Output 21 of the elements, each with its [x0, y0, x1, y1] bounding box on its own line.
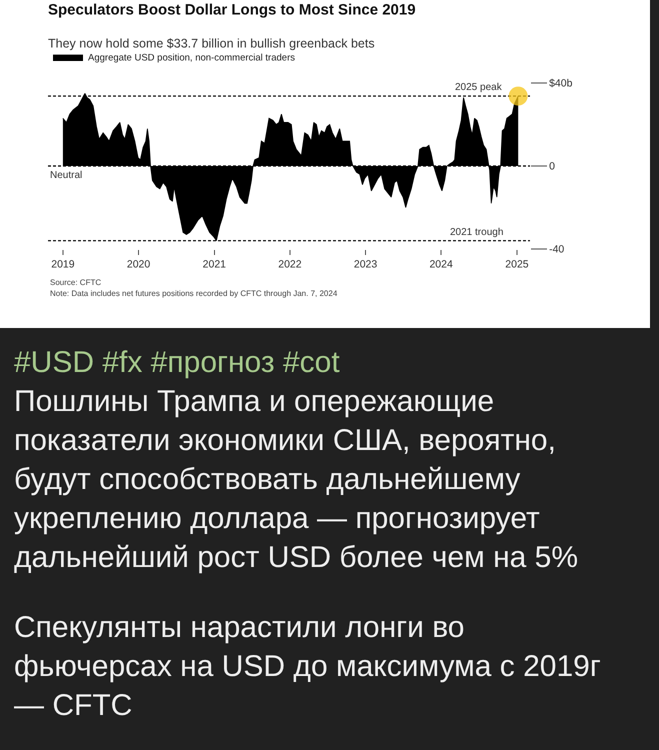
text: #USD #fx #прогноз #cot — [14, 346, 340, 379]
x-tick-label: 2023 — [354, 258, 378, 271]
x-tick-label: 2019 — [51, 258, 75, 271]
y-tick-label: $40b — [549, 78, 573, 90]
ref-line-label: Neutral — [50, 170, 82, 181]
text: Пошлины Трампа и опережающие показатели экономики США, вероятно, будут способствовать дальнейшему укреплению доллара — прогнозирует дальнейший рост USD более чем на 5% — [14, 385, 578, 574]
x-tick-label: 2021 — [202, 258, 226, 271]
text: Спекулянты нарастили лонги во фьючерсах на USD до максимума с 2019г — CFTC — [14, 611, 601, 722]
x-tick-label: 2022 — [278, 258, 302, 271]
ref-line-label: 2021 trough — [450, 227, 504, 238]
x-tick-label: 2020 — [126, 258, 150, 271]
chart-title: Speculators Boost Dollar Longs to Most Since 2019 — [48, 2, 416, 18]
chart-subtitle: They now hold some $33.7 billion in bullish greenback bets — [48, 36, 375, 50]
source-note: Source: CFTC — [50, 278, 102, 287]
y-tick-label: 0 — [549, 160, 556, 173]
y-tick-label: -40 — [549, 244, 564, 256]
x-tick-label: 2025 — [505, 258, 529, 271]
x-tick-label: 2024 — [429, 258, 453, 271]
text: Note: Data includes net futures positions recorded by CFTC through Jan. 7, 2024 — [50, 289, 338, 298]
ref-line-label: 2025 peak — [455, 82, 503, 93]
legend-label: Aggregate USD position, non-commercial traders — [88, 52, 296, 64]
